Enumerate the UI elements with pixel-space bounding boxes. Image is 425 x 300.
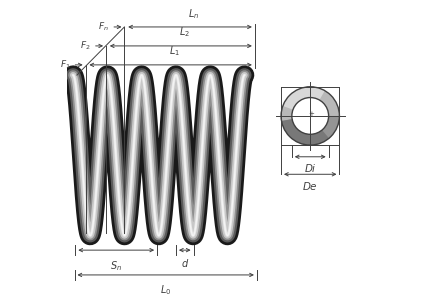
Text: F$_1$: F$_1$ (60, 58, 71, 71)
Text: F$_2$: F$_2$ (80, 40, 91, 52)
Text: d: d (181, 259, 188, 269)
Text: L$_n$: L$_n$ (188, 7, 200, 20)
Wedge shape (281, 119, 329, 145)
Text: F$_n$: F$_n$ (98, 21, 109, 33)
Circle shape (292, 98, 329, 134)
Text: L$_0$: L$_0$ (160, 284, 171, 298)
Text: L$_1$: L$_1$ (169, 45, 180, 58)
Text: De: De (303, 182, 317, 192)
Wedge shape (283, 87, 325, 110)
Wedge shape (281, 116, 340, 145)
Text: S$_n$: S$_n$ (110, 259, 122, 273)
Text: +: + (309, 112, 314, 118)
Text: L$_2$: L$_2$ (179, 26, 190, 40)
Text: Di: Di (305, 164, 316, 174)
